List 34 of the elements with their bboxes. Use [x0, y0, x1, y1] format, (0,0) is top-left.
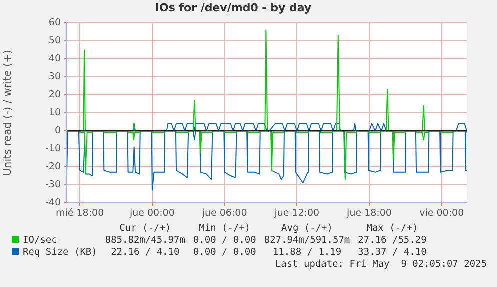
x-tick-label: vie 00:00 — [420, 208, 464, 220]
y-tick-label: -20 — [45, 162, 61, 173]
text: 885.82m/45.97m — [104, 235, 186, 247]
x-tick-label: jue 00:00 — [128, 208, 175, 220]
text: Max (-/+) — [366, 223, 420, 235]
x-tick-label: mié 18:00 — [56, 208, 104, 220]
text: 0.00 / 0.00 — [192, 235, 258, 247]
y-axis-title: Units read (-) / write (+) — [2, 50, 14, 176]
text: Min (-/+) — [198, 223, 252, 235]
y-tick-label: 0 — [54, 126, 61, 137]
y-tick-label: 50 — [48, 36, 61, 47]
y-tick-label: 30 — [48, 72, 61, 83]
x-tick-label: jue 18:00 — [346, 208, 392, 220]
text: Last update: Fri May 9 02:05:07 2025 — [275, 259, 487, 270]
y-tick-label: 20 — [48, 90, 61, 101]
text: Cur (-/+) — [118, 223, 172, 235]
text: Avg (-/+) — [280, 223, 334, 235]
y-tick-label: 10 — [48, 108, 61, 119]
y-tick-label: 60 — [48, 18, 61, 29]
text: 827.94m/591.57m — [263, 235, 352, 247]
y-tick-label: -30 — [45, 179, 61, 190]
chart-title: IOs for /dev/md0 - by day — [155, 1, 312, 14]
text: 33.37 / 4.10 — [357, 247, 428, 259]
legend-label: Req Size (KB) — [23, 247, 98, 258]
x-tick-label: jue 06:00 — [201, 208, 248, 220]
text: 22.16 / 4.10 — [110, 247, 181, 259]
text: 11.88 / 1.19 — [272, 247, 343, 259]
text: 27.16 /55.29 — [357, 235, 428, 247]
y-tick-label: -40 — [45, 197, 61, 208]
text: 0.00 / 0.00 — [192, 247, 258, 259]
legend-label: IO/sec — [23, 235, 58, 246]
y-tick-label: -10 — [45, 144, 61, 155]
y-tick-label: 40 — [48, 54, 61, 65]
x-tick-label: jue 12:00 — [274, 208, 320, 220]
